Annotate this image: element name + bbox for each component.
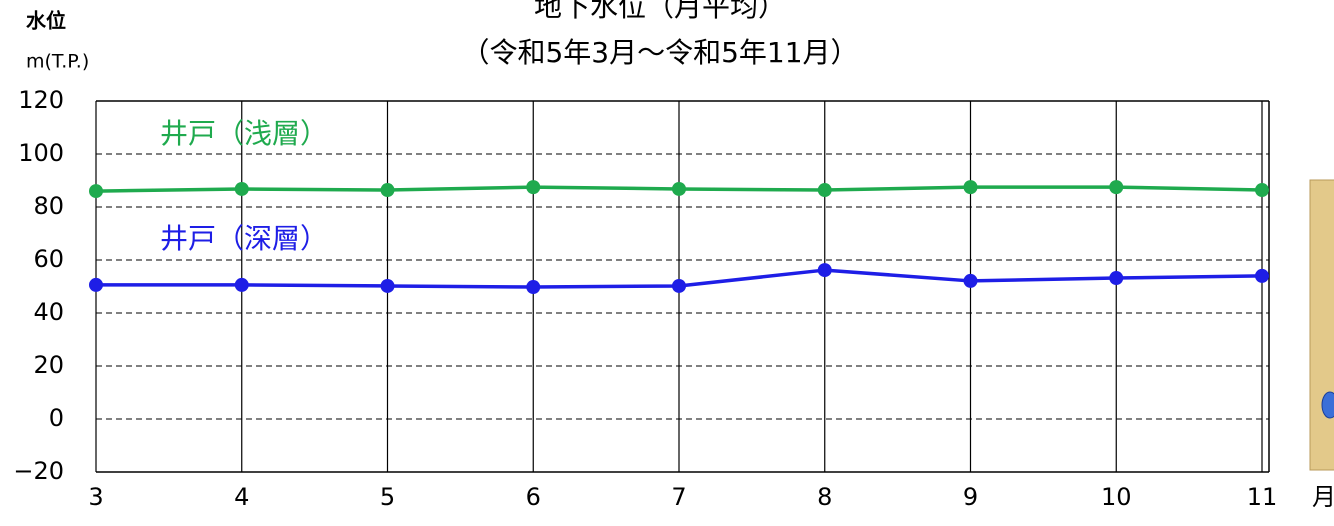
chart-subtitle: （令和5年3月～令和5年11月） (461, 36, 858, 69)
x-tick-label: 3 (88, 483, 103, 511)
y-tick-label: 120 (18, 86, 64, 114)
x-axis-label: 月 (1312, 483, 1334, 511)
data-point (526, 280, 541, 295)
data-point (672, 278, 686, 293)
y-tick-label: 100 (18, 139, 64, 167)
y-axis-label: 水位 (26, 9, 66, 33)
chart-title: 地下水位（月平均） (534, 0, 786, 23)
x-tick-label: 4 (234, 483, 249, 511)
data-point (234, 277, 249, 292)
data-point (963, 273, 978, 288)
data-point (963, 180, 978, 195)
x-tick-label: 11 (1247, 483, 1278, 511)
y-tick-label: 0 (49, 404, 64, 432)
x-tick-label: 5 (380, 483, 395, 511)
y-tick-label: 20 (33, 351, 64, 379)
x-tick-label: 8 (817, 483, 832, 511)
y-tick-label: 80 (33, 192, 64, 220)
data-point (1109, 180, 1124, 195)
y-tick-label: −20 (13, 457, 64, 485)
side-image (1309, 179, 1334, 471)
data-point (89, 277, 103, 292)
y-axis-unit: m(T.P.) (26, 51, 89, 73)
data-point (672, 181, 686, 196)
data-point (526, 180, 541, 195)
y-tick-label: 40 (33, 298, 64, 326)
x-tick-label: 10 (1101, 483, 1132, 511)
y-tick-label: 60 (33, 245, 64, 273)
series-label: 井戸（浅層） (160, 117, 328, 150)
data-point (380, 183, 395, 198)
data-point (89, 184, 103, 199)
x-tick-label: 7 (671, 483, 686, 511)
data-point (817, 183, 832, 198)
data-point (1255, 268, 1269, 283)
x-tick-label: 6 (526, 483, 541, 511)
data-point (817, 263, 832, 278)
side-icon (1321, 391, 1334, 419)
data-point (1109, 271, 1124, 286)
data-point (1255, 183, 1269, 198)
data-point (234, 181, 249, 196)
x-tick-label: 9 (963, 483, 978, 511)
series-label: 井戸（深層） (160, 222, 328, 255)
data-point (380, 278, 395, 293)
